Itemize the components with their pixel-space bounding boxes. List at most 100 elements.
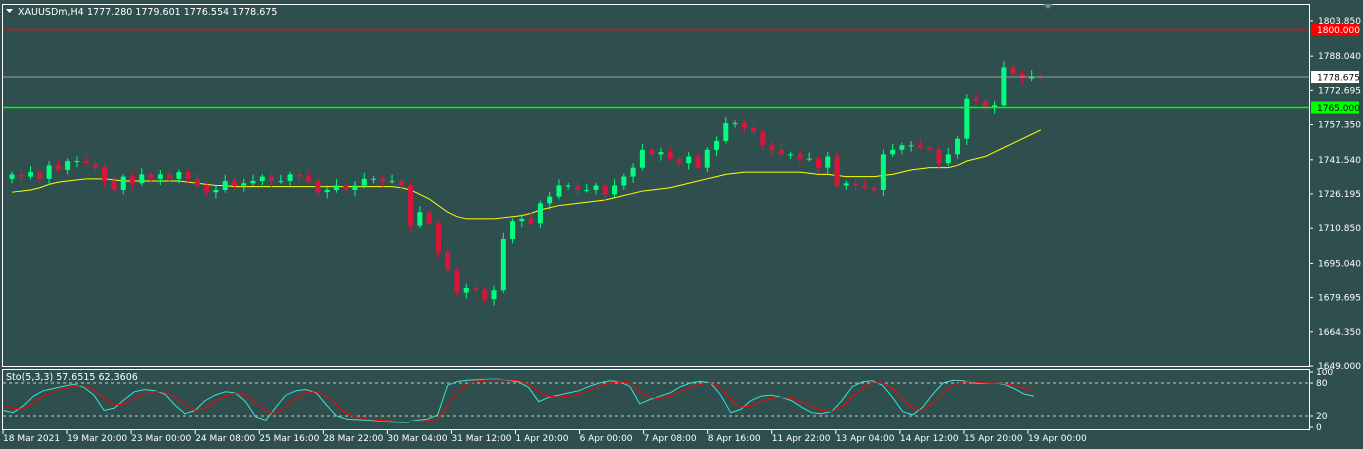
time-tick-label: 7 Apr 08:00 xyxy=(644,434,697,444)
candle-body xyxy=(306,176,312,182)
candle-body xyxy=(46,165,52,179)
candle-body xyxy=(37,172,43,179)
bear-candle xyxy=(269,172,275,188)
bear-candle xyxy=(1010,64,1016,79)
time-tick-label: 30 Mar 04:00 xyxy=(387,434,447,444)
bull-candle xyxy=(352,181,358,197)
candle-body xyxy=(510,221,516,239)
candle-body xyxy=(584,189,590,191)
candle-body xyxy=(612,185,618,195)
bull-candle xyxy=(28,165,34,180)
candle-body xyxy=(853,183,859,186)
bull-candle xyxy=(908,140,914,152)
bull-candle xyxy=(1029,70,1035,82)
bear-candle xyxy=(927,144,933,155)
bear-candle xyxy=(398,178,404,190)
time-tick-label: 6 Apr 00:00 xyxy=(580,434,633,444)
candle-body xyxy=(602,185,608,195)
bear-candle xyxy=(315,178,321,197)
bull-candle xyxy=(491,285,497,306)
candle-body xyxy=(547,196,553,204)
candle-body xyxy=(621,176,627,186)
bear-candle xyxy=(92,160,98,173)
candle-body xyxy=(417,212,423,226)
bull-candle xyxy=(389,174,395,184)
candle-body xyxy=(408,185,414,226)
bull-candle xyxy=(788,151,794,159)
candle-body xyxy=(834,156,840,186)
bull-candle xyxy=(723,116,729,144)
bull-candle xyxy=(46,160,52,186)
bear-candle xyxy=(751,121,757,135)
candle-body xyxy=(324,189,330,193)
candle-body xyxy=(352,185,358,190)
candle-body xyxy=(825,156,831,168)
bull-candle xyxy=(139,168,145,186)
candle-body xyxy=(880,154,886,190)
bear-candle xyxy=(445,246,451,273)
bear-candle xyxy=(769,140,775,157)
candle-body xyxy=(491,290,497,300)
candle-body xyxy=(704,149,710,168)
bear-candle xyxy=(426,209,432,228)
bull-candle xyxy=(500,232,506,293)
time-tick-label: 1 Apr 20:00 xyxy=(516,434,569,444)
candle-body xyxy=(556,185,562,197)
candle-body xyxy=(157,174,163,179)
candle-body xyxy=(519,218,525,222)
bull-candle xyxy=(241,178,247,192)
candle-body xyxy=(806,158,812,160)
bull-candle xyxy=(120,173,126,195)
bear-candle xyxy=(306,170,312,184)
candle-body xyxy=(18,174,24,177)
bull-candle xyxy=(880,149,886,197)
candle-body xyxy=(686,156,692,164)
bull-candle xyxy=(899,142,905,155)
candle-body xyxy=(296,174,302,177)
bull-candle xyxy=(686,152,692,170)
bear-candle xyxy=(528,212,534,227)
candle-body xyxy=(28,172,34,177)
candle-body xyxy=(732,123,738,125)
bull-candle xyxy=(259,173,265,186)
candle-body xyxy=(1001,67,1007,106)
bear-candle xyxy=(871,185,877,195)
bear-candle xyxy=(167,168,173,182)
candle-body xyxy=(788,154,794,156)
bull-candle xyxy=(278,174,284,184)
price-tick-label: 1710.850 xyxy=(1318,224,1361,234)
candle-body xyxy=(473,288,478,291)
candle-body xyxy=(315,181,321,193)
candle-body xyxy=(343,185,349,190)
bull-candle xyxy=(547,192,553,210)
time-tick-label: 13 Apr 04:00 xyxy=(836,434,895,444)
candle-body xyxy=(278,181,284,183)
chart-menu-arrow-icon[interactable] xyxy=(6,9,13,13)
bear-candle xyxy=(917,139,923,151)
candle-body xyxy=(371,178,377,180)
candle-body xyxy=(695,156,701,168)
bull-candle xyxy=(704,147,710,173)
candle-body xyxy=(528,218,534,224)
candle-body xyxy=(148,174,154,179)
bull-candle xyxy=(333,179,339,193)
candle-body xyxy=(9,174,15,179)
candle-body xyxy=(167,174,173,179)
ohlc-values: 1777.280 1779.601 1776.554 1778.675 xyxy=(87,7,277,18)
candle-body xyxy=(65,160,71,170)
bear-candle xyxy=(454,267,460,297)
stochastic-tick-label: 100 xyxy=(1316,368,1333,378)
bull-candle xyxy=(287,171,293,186)
time-tick-label: 18 Mar 2021 xyxy=(3,434,60,444)
bull-candle xyxy=(463,283,469,299)
bull-candle xyxy=(630,163,636,183)
bull-candle xyxy=(324,185,330,199)
candle-body xyxy=(760,132,766,146)
candle-body xyxy=(204,185,210,193)
bull-candle xyxy=(176,169,182,184)
bull-candle xyxy=(621,173,627,190)
bear-candle xyxy=(797,149,803,165)
bull-candle xyxy=(593,182,599,195)
bear-candle xyxy=(834,150,840,189)
